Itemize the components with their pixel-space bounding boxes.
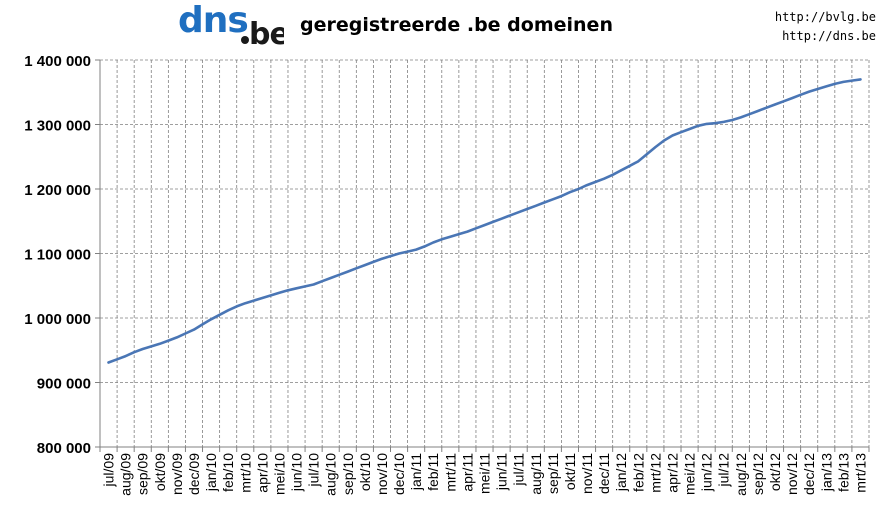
x-tick-label: sep/11 <box>545 453 561 494</box>
x-tick-label: mrt/13 <box>852 453 868 493</box>
x-tick-label: nov/12 <box>784 453 800 495</box>
y-tick-label: 1 300 000 <box>24 118 91 135</box>
y-tick-label: 800 000 <box>37 440 91 457</box>
x-tick-label: sep/10 <box>340 453 356 495</box>
y-tick-label: 900 000 <box>37 376 91 393</box>
x-tick-label: jun/11 <box>494 453 510 491</box>
y-tick-label: 1 400 000 <box>24 53 91 70</box>
x-tick-label: apr/10 <box>254 453 270 493</box>
x-tick-label: jun/10 <box>289 453 305 492</box>
x-tick-label: nov/10 <box>374 453 390 495</box>
dns-be-logo: dns be <box>178 2 284 48</box>
grid-lines <box>100 59 870 447</box>
x-tick-label: mei/10 <box>271 453 287 495</box>
x-tick-label: feb/13 <box>835 453 851 492</box>
x-tick-label: jan/11 <box>408 453 424 491</box>
x-tick-label: nov/09 <box>169 453 185 495</box>
y-tick-label: 1 200 000 <box>24 182 91 199</box>
x-tick-label: nov/11 <box>579 453 595 494</box>
svg-text:be: be <box>249 17 284 48</box>
x-tick-label: jan/12 <box>613 453 629 492</box>
x-tick-label: jul/10 <box>306 453 322 488</box>
y-tick-label: 1 000 000 <box>24 311 91 328</box>
x-tick-label: aug/10 <box>323 453 339 496</box>
x-tick-label: jul/09 <box>101 453 117 488</box>
x-tick-label: aug/09 <box>118 453 134 496</box>
x-tick-label: feb/12 <box>630 453 646 492</box>
x-tick-label: apr/12 <box>664 453 680 493</box>
x-tick-label: mei/11 <box>477 453 493 494</box>
x-tick-label: mrt/10 <box>237 453 253 493</box>
x-tick-labels: jul/09 aug/09 sep/09 okt/09 nov/09 dec/09 jan/… <box>101 453 869 496</box>
x-tick-label: feb/10 <box>220 453 236 492</box>
x-tick-label: dec/11 <box>596 453 612 494</box>
x-tick-label: dec/09 <box>186 453 202 495</box>
x-tick-label: jan/13 <box>818 453 834 492</box>
x-tick-label: dec/10 <box>391 453 407 495</box>
chart-title: geregistreerde .be domeinen <box>300 14 613 36</box>
svg-text:dns: dns <box>178 2 248 41</box>
series <box>107 78 862 364</box>
series-line-domains <box>107 78 862 364</box>
x-tick-label: dec/12 <box>801 453 817 495</box>
x-tick-label: okt/12 <box>767 453 783 491</box>
axes <box>95 59 870 452</box>
x-tick-label: okt/10 <box>357 453 373 491</box>
x-tick-label: aug/12 <box>733 453 749 496</box>
x-tick-label: mrt/12 <box>647 453 663 493</box>
x-tick-label: jul/12 <box>716 453 732 488</box>
x-tick-label: apr/11 <box>459 453 475 492</box>
x-tick-label: jan/10 <box>203 453 219 492</box>
x-tick-label: okt/11 <box>562 453 578 490</box>
source-link-dns[interactable]: http://dns.be <box>782 29 876 43</box>
source-link-bvlg[interactable]: http://bvlg.be <box>774 10 876 24</box>
x-tick-label: aug/11 <box>528 453 544 495</box>
x-tick-label: okt/09 <box>152 453 168 491</box>
x-tick-label: mrt/11 <box>442 453 458 492</box>
x-tick-label: sep/12 <box>750 453 766 495</box>
y-tick-label: 1 100 000 <box>24 247 91 264</box>
x-tick-label: mei/12 <box>682 453 698 495</box>
y-tick-labels: 800 000 900 000 1 000 000 1 100 000 1 200 00… <box>24 53 91 457</box>
x-tick-label: feb/11 <box>425 453 441 491</box>
x-tick-label: jun/12 <box>699 453 715 492</box>
x-tick-label: sep/09 <box>135 453 151 495</box>
x-tick-label: jul/11 <box>511 453 527 487</box>
